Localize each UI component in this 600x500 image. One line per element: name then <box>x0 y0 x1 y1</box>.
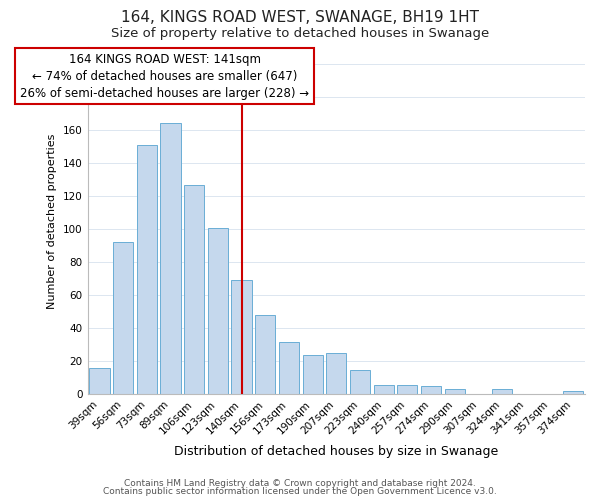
Bar <box>374 384 394 394</box>
Bar <box>232 280 251 394</box>
Bar <box>208 228 228 394</box>
Bar <box>137 145 157 394</box>
Bar <box>113 242 133 394</box>
Bar <box>326 353 346 395</box>
Bar <box>89 368 110 394</box>
Bar <box>302 355 323 395</box>
X-axis label: Distribution of detached houses by size in Swanage: Distribution of detached houses by size … <box>174 444 499 458</box>
Y-axis label: Number of detached properties: Number of detached properties <box>47 134 58 308</box>
Text: 164 KINGS ROAD WEST: 141sqm
← 74% of detached houses are smaller (647)
26% of se: 164 KINGS ROAD WEST: 141sqm ← 74% of det… <box>20 52 309 100</box>
Bar <box>160 124 181 394</box>
Text: Contains public sector information licensed under the Open Government Licence v3: Contains public sector information licen… <box>103 487 497 496</box>
Bar <box>445 390 465 394</box>
Text: Size of property relative to detached houses in Swanage: Size of property relative to detached ho… <box>111 28 489 40</box>
Text: 164, KINGS ROAD WEST, SWANAGE, BH19 1HT: 164, KINGS ROAD WEST, SWANAGE, BH19 1HT <box>121 10 479 25</box>
Bar <box>397 384 418 394</box>
Bar <box>279 342 299 394</box>
Bar <box>255 315 275 394</box>
Text: Contains HM Land Registry data © Crown copyright and database right 2024.: Contains HM Land Registry data © Crown c… <box>124 478 476 488</box>
Bar <box>563 391 583 394</box>
Bar <box>421 386 441 394</box>
Bar <box>492 390 512 394</box>
Bar <box>350 370 370 394</box>
Bar <box>184 184 204 394</box>
